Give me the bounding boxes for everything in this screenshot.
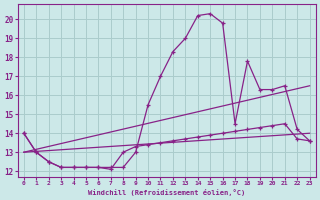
X-axis label: Windchill (Refroidissement éolien,°C): Windchill (Refroidissement éolien,°C)	[88, 189, 245, 196]
